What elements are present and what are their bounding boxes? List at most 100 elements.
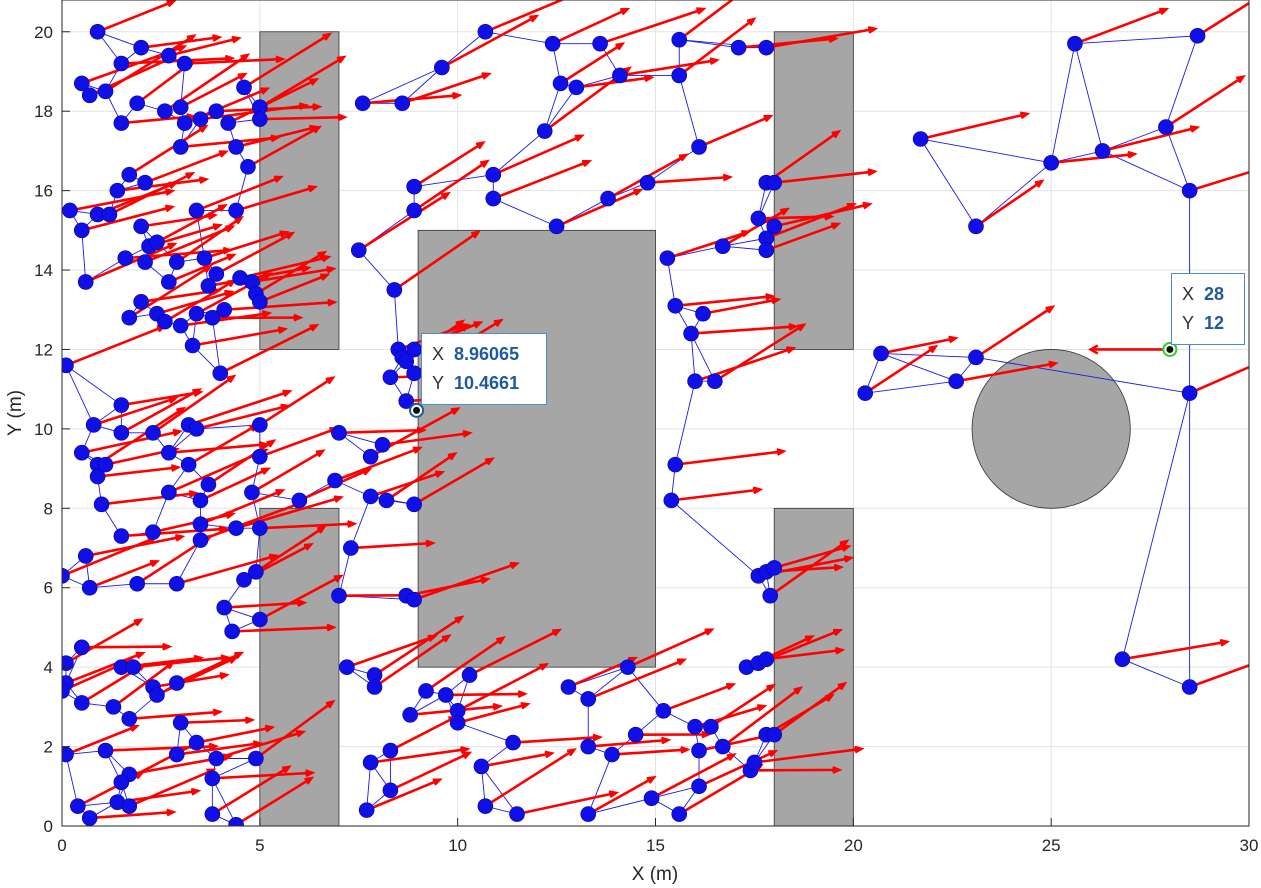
agent-node [252,111,268,127]
agent-node [714,238,731,255]
velocity-arrow [104,34,195,93]
velocity-arrow-head [1159,7,1170,16]
velocity-arrow [389,751,470,792]
x-tick-label: 25 [1042,836,1061,855]
velocity-arrow-head [295,729,307,738]
agent-node [766,174,783,191]
axes [61,0,1250,827]
velocity-arrow [224,300,335,312]
y-tick-label: 12 [34,340,53,359]
agent-node [113,397,130,413]
velocity-arrow [176,554,277,586]
velocity-arrow [1074,8,1167,45]
edge-line [441,31,486,68]
agent-node [97,456,114,473]
agent-node [406,178,422,195]
velocity-arrow-head [496,636,506,645]
velocity-arrow [413,141,484,188]
velocity-arrow-head [1235,74,1246,84]
edge-line [492,130,546,176]
agent-node [168,254,185,270]
edge-line [920,138,1052,164]
velocity-arrow [350,541,433,550]
agent-node [758,39,775,56]
velocity-arrow-head [134,771,145,780]
velocity-arrow [259,522,355,530]
agent-node [667,297,684,314]
velocity-arrow [156,656,236,697]
agent-node [216,301,233,318]
velocity-arrow-head [212,223,223,231]
velocity-arrow [187,424,258,466]
agent-node [62,683,70,699]
velocity-arrow-head [261,310,273,318]
agent-node [667,456,684,473]
velocity-arrow [204,231,287,260]
agent-node [228,520,244,536]
velocity-arrow-head [301,265,312,273]
agent-node [168,575,185,592]
velocity-arrow [678,18,755,77]
velocity-arrow [346,635,436,669]
velocity-arrow [920,112,1028,141]
velocity-arrow [207,439,275,486]
agent-node [105,699,122,715]
velocity-arrow [97,0,175,33]
velocity-arrow [156,204,226,244]
velocity-arrow-head [566,748,577,757]
y-tick-label: 14 [34,261,53,280]
agent-node [671,67,688,84]
agent-node [655,703,672,719]
velocity-arrow-head [190,787,202,796]
y-tick-label: 16 [34,182,53,201]
velocity-arrow-head [312,125,323,134]
velocity-arrow [69,189,173,212]
velocity-arrow-head [333,495,345,503]
velocity-arrow-head [307,185,319,193]
velocity-arrow-head [779,207,790,216]
agent-node [192,532,209,548]
agent-node [362,488,379,505]
edge-line [251,491,300,501]
velocity-arrow-head [167,242,178,251]
edge-line [89,583,138,589]
x-tick-label: 0 [57,836,66,855]
velocity-arrow [373,634,450,689]
agent-node [200,476,217,493]
velocity-arrow [259,575,342,621]
velocity-arrow [243,33,331,89]
datatip-1[interactable]: X 8.96065 Y 10.4661 [421,333,547,405]
velocity-arrow-head [432,778,443,786]
velocity-arrow [413,160,488,212]
velocity-arrow-head [304,776,315,785]
agent-node [125,659,142,675]
agent-node [912,131,929,147]
edge-line [1121,393,1191,660]
agent-node [113,55,130,72]
velocity-arrow [774,170,875,184]
velocity-arrow-head [327,298,338,307]
agent-node [121,309,138,326]
edge-line [1102,150,1190,192]
velocity-arrow [235,777,313,826]
agent-node [477,23,494,40]
agent-node [398,353,415,370]
agent-node [176,115,193,131]
velocity-arrow [89,560,158,589]
agent-node [161,47,177,64]
velocity-arrow-head [441,634,452,643]
agent-node [1181,385,1198,401]
edge-line [485,31,553,45]
agent-node [129,575,145,592]
velocity-arrow-head [234,651,245,660]
agent-node [343,540,359,556]
velocity-arrow [599,7,704,45]
datatip-2[interactable]: X 28 Y 12 [1171,273,1245,345]
y-tick-label: 10 [34,420,53,439]
velocity-arrow [120,388,200,434]
velocity-arrow-head [208,742,220,751]
velocity-arrow-head [281,765,292,774]
velocity-arrow [211,765,290,816]
velocity-arrow [235,125,317,149]
velocity-arrow-head [164,204,176,213]
